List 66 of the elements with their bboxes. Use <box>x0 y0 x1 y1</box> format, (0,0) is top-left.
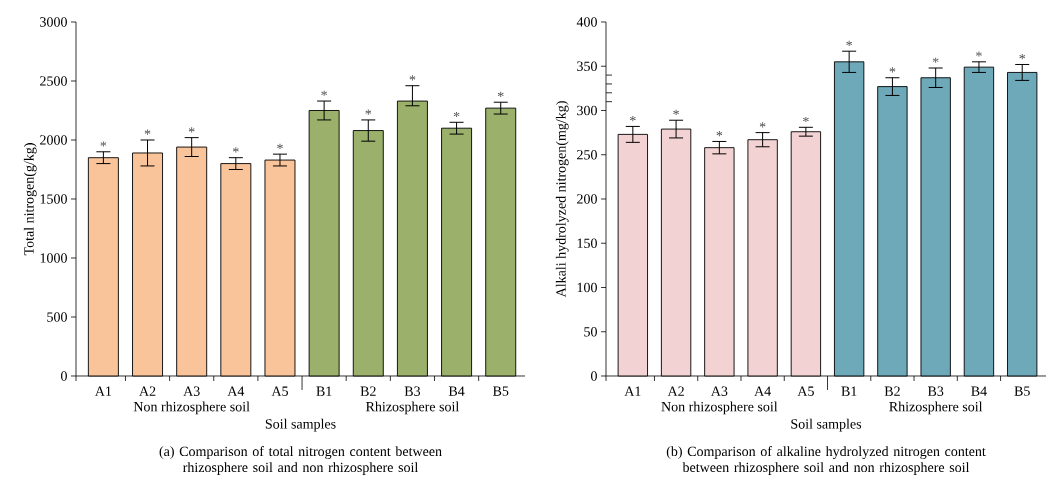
data-label: * <box>409 75 416 81</box>
y-tick-label: 3000 <box>40 17 67 27</box>
data-label: * <box>716 131 723 137</box>
y-tick-label: 1000 <box>40 253 67 263</box>
x-tick-label: B3 <box>404 386 421 396</box>
x-tick-label: B5 <box>492 386 509 396</box>
y-tick-label: 250 <box>577 150 597 160</box>
x-axis-title: Soil samples <box>791 418 862 432</box>
text: Rhizosphere soil <box>889 401 983 415</box>
data-label: * <box>233 147 239 153</box>
data-label: * <box>1019 54 1026 60</box>
y-tick-label: 0 <box>61 371 67 381</box>
x-tick-label: A3 <box>710 386 728 396</box>
x-tick-label: B4 <box>971 386 987 396</box>
y-tick-label: 2500 <box>40 76 67 86</box>
x-tick-label: A5 <box>271 386 288 396</box>
x-axis-title: Soil samples <box>265 418 336 432</box>
data-label: * <box>188 127 195 133</box>
data-label: * <box>321 90 327 96</box>
text: Non rhizosphere soil <box>133 401 250 415</box>
x-tick-label: B1 <box>316 386 332 396</box>
x-tick-label: A4 <box>754 386 771 396</box>
data-label: * <box>630 116 636 122</box>
data-label: * <box>976 51 982 57</box>
x-tick-label: B5 <box>1014 386 1030 396</box>
data-label: * <box>100 141 107 147</box>
x-tick-label: A1 <box>624 386 641 396</box>
text: Non rhizosphere soil <box>661 401 778 415</box>
y-axis-title: Alkali hydrolyzed nitrogen(mg/kg) <box>555 101 569 298</box>
x-tick-label: A2 <box>139 386 156 396</box>
y-tick-label: 400 <box>576 17 597 27</box>
data-label: * <box>846 40 852 46</box>
x-tick-label: A3 <box>183 386 200 396</box>
y-tick-label: 0 <box>591 371 597 381</box>
data-label: * <box>803 116 809 123</box>
text: (b) Comparison of alkaline hydrolyzed nitrogen content between rhizosphere soil and non rhizosphere soil <box>666 446 986 475</box>
y-tick-label: 50 <box>584 327 597 337</box>
y-tick-label: 300 <box>577 105 597 116</box>
y-tick-label: 2000 <box>40 135 67 145</box>
x-tick-label: B2 <box>884 386 900 396</box>
text: Rhizosphere soil <box>365 401 459 415</box>
x-tick-label: B3 <box>927 386 944 396</box>
data-label: * <box>889 67 896 73</box>
y-tick-label: 500 <box>47 312 67 322</box>
data-label: * <box>497 91 504 97</box>
y-tick-label: 150 <box>577 238 597 248</box>
x-tick-label: B2 <box>360 386 376 396</box>
x-tick-label: A4 <box>227 386 245 396</box>
y-tick-label: 1500 <box>40 194 67 204</box>
text: (a) Comparison of total nitrogen content between rhizosphere soil and non rhizosphere soil <box>159 446 442 475</box>
y-axis-title: Total nitrogen(g/kg) <box>23 143 37 256</box>
x-tick-label: A5 <box>797 386 814 396</box>
data-label: * <box>932 57 939 63</box>
data-label: * <box>144 129 151 135</box>
x-tick-label: B4 <box>448 386 465 396</box>
data-label: * <box>673 109 679 115</box>
x-tick-label: A1 <box>94 386 112 396</box>
y-tick-label: 100 <box>577 282 597 293</box>
y-tick-label: 350 <box>577 61 597 71</box>
data-label: * <box>277 143 283 149</box>
y-tick-label: 200 <box>577 194 597 204</box>
x-tick-label: B1 <box>841 386 857 396</box>
data-label: * <box>453 111 460 118</box>
x-tick-label: A2 <box>667 386 684 396</box>
data-label: * <box>365 109 372 115</box>
data-label: * <box>759 122 766 128</box>
